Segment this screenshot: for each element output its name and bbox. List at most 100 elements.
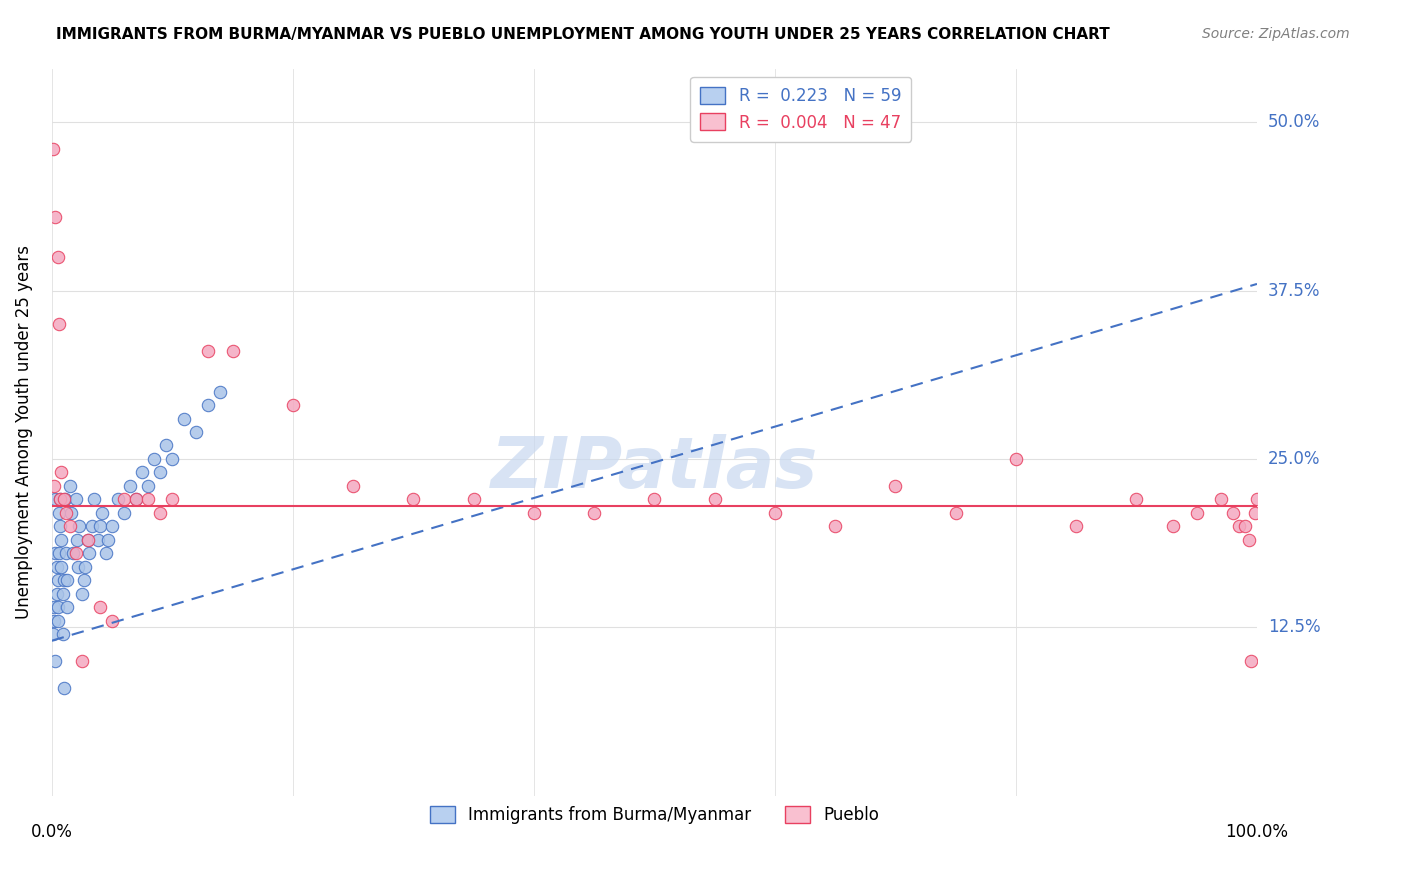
Point [62, 546, 84, 560]
Point [65, 492, 87, 507]
Point [131, 466, 153, 480]
Point [209, 384, 232, 399]
Text: 50.0%: 50.0% [1268, 113, 1320, 131]
Point [342, 479, 364, 493]
Point [46, 600, 69, 615]
Point [149, 506, 172, 520]
Point [44, 546, 66, 560]
Point [44, 210, 66, 224]
Point [221, 344, 243, 359]
Point [49, 492, 72, 507]
Point [48, 506, 70, 520]
Point [51, 559, 73, 574]
Point [101, 614, 124, 628]
Point [52, 627, 75, 641]
Point [463, 492, 485, 507]
Point [44, 654, 66, 668]
Point [83, 492, 105, 507]
Point [66, 533, 89, 547]
Point [52, 586, 75, 600]
Point [136, 479, 159, 493]
Point [1246, 492, 1268, 507]
Point [51, 466, 73, 480]
Point [143, 452, 166, 467]
Point [173, 411, 195, 425]
Point [1209, 492, 1232, 507]
Point [94, 546, 117, 560]
Point [197, 398, 219, 412]
Point [112, 492, 135, 507]
Point [52, 681, 75, 695]
Point [1233, 519, 1256, 533]
Point [86, 533, 108, 547]
Point [945, 506, 967, 520]
Point [107, 492, 129, 507]
Point [643, 492, 665, 507]
Point [46, 573, 69, 587]
Point [1125, 492, 1147, 507]
Point [1227, 519, 1250, 533]
Point [60, 506, 83, 520]
Point [56, 573, 79, 587]
Text: Source: ZipAtlas.com: Source: ZipAtlas.com [1202, 27, 1350, 41]
Point [89, 600, 111, 615]
Point [44, 492, 66, 507]
Point [52, 492, 75, 507]
Point [763, 506, 786, 520]
Text: ZIPatlas: ZIPatlas [491, 434, 818, 503]
Point [112, 506, 135, 520]
Point [1064, 519, 1087, 533]
Point [523, 506, 546, 520]
Legend: Immigrants from Burma/Myanmar, Pueblo: Immigrants from Burma/Myanmar, Pueblo [423, 799, 886, 830]
Point [884, 479, 907, 493]
Point [77, 546, 100, 560]
Point [125, 492, 148, 507]
Point [44, 614, 66, 628]
Point [125, 492, 148, 507]
Point [48, 546, 70, 560]
Point [51, 533, 73, 547]
Point [402, 492, 425, 507]
Text: 100.0%: 100.0% [1226, 823, 1288, 841]
Point [1161, 519, 1184, 533]
Point [824, 519, 846, 533]
Point [45, 586, 67, 600]
Point [67, 559, 90, 574]
Point [162, 492, 184, 507]
Point [55, 546, 77, 560]
Text: 37.5%: 37.5% [1268, 282, 1320, 300]
Point [49, 492, 72, 507]
Point [80, 519, 103, 533]
Point [53, 492, 76, 507]
Point [162, 452, 184, 467]
Point [45, 559, 67, 574]
Point [77, 533, 100, 547]
Text: 25.0%: 25.0% [1268, 450, 1320, 468]
Point [49, 519, 72, 533]
Point [42, 142, 65, 156]
Point [101, 519, 124, 533]
Text: IMMIGRANTS FROM BURMA/MYANMAR VS PUEBLO UNEMPLOYMENT AMONG YOUTH UNDER 25 YEARS : IMMIGRANTS FROM BURMA/MYANMAR VS PUEBLO … [56, 27, 1109, 42]
Point [59, 479, 82, 493]
Y-axis label: Unemployment Among Youth under 25 years: Unemployment Among Youth under 25 years [15, 245, 32, 619]
Point [197, 344, 219, 359]
Text: 12.5%: 12.5% [1268, 618, 1320, 636]
Point [703, 492, 725, 507]
Point [70, 586, 93, 600]
Point [583, 506, 606, 520]
Point [44, 479, 66, 493]
Point [52, 573, 75, 587]
Point [73, 573, 96, 587]
Point [186, 425, 208, 439]
Point [120, 479, 142, 493]
Point [46, 250, 69, 264]
Point [42, 627, 65, 641]
Point [46, 614, 69, 628]
Point [70, 654, 93, 668]
Point [89, 519, 111, 533]
Point [136, 492, 159, 507]
Point [1237, 533, 1260, 547]
Point [44, 600, 66, 615]
Point [75, 559, 97, 574]
Point [155, 438, 177, 452]
